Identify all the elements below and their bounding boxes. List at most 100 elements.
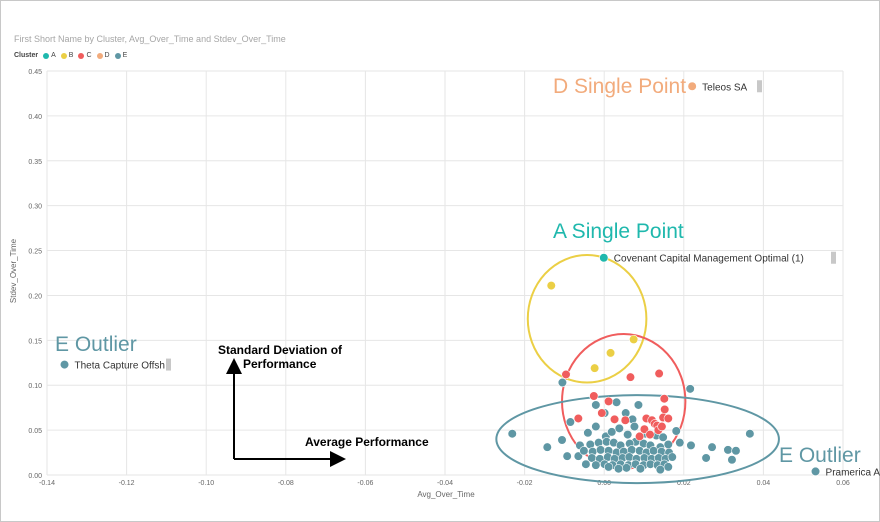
data-point-e[interactable] [629,421,640,432]
data-point-e[interactable] [707,442,717,452]
data-point-c[interactable] [620,415,630,425]
data-point-e[interactable] [557,377,568,388]
data-point-b[interactable] [590,363,600,373]
data-point-e[interactable] [663,462,673,472]
data-point-c[interactable] [654,368,664,379]
data-point-e[interactable] [611,397,622,407]
data-point-c[interactable] [645,430,655,440]
legend-label: E [122,52,128,59]
data-point-e[interactable] [655,465,665,475]
data-point-c[interactable] [635,431,645,441]
point-label: Pramerica Alpha [826,467,880,478]
legend-item-e[interactable]: E [114,52,128,59]
data-point-e[interactable] [591,421,601,432]
data-point-e[interactable] [745,429,755,439]
label-marker-box [757,80,762,93]
data-point-c[interactable] [663,413,673,424]
data-point-e[interactable] [727,455,737,465]
data-point-e[interactable] [658,432,668,442]
data-point-b[interactable] [546,280,556,291]
data-point-e[interactable] [671,426,681,436]
data-point-e[interactable] [667,452,677,462]
data-point-e[interactable] [701,453,711,463]
data-point-e[interactable] [675,438,685,448]
data-point-e[interactable] [579,446,589,456]
data-point-b[interactable] [605,348,616,358]
data-point-e[interactable] [648,446,659,456]
data-point-e[interactable] [573,451,583,461]
legend-dot-icon [60,52,67,59]
data-point-c[interactable] [573,413,583,424]
point-labels: Teleos SA Covenant Capital Management Opt… [75,80,880,478]
data-points [59,81,821,477]
legend-label: D [104,52,110,59]
x-tick-label: -0.10 [198,480,214,487]
data-point-e[interactable] [507,429,517,439]
data-point-c[interactable] [639,424,649,434]
y-arrow-label-line-2: Performance [243,357,317,371]
data-point-e[interactable] [613,464,624,474]
y-tick-label: 0.05 [28,428,42,435]
data-point-c[interactable] [659,394,669,404]
data-point-e[interactable] [603,462,614,472]
cluster-ellipse-e [495,394,780,485]
data-point-a[interactable] [599,253,609,263]
data-point-e[interactable] [59,359,70,370]
legend-item-c[interactable]: C [78,52,92,59]
y-tick-label: 0.10 [28,383,42,390]
chart-title: First Short Name by Cluster, Avg_Over_Ti… [14,34,286,44]
legend-item-d[interactable]: D [96,52,110,59]
data-point-e[interactable] [562,451,572,461]
x-tick-label: -0.04 [437,480,453,487]
point-label: Teleos SA [702,82,747,93]
x-tick-label: 0.00 [597,480,611,487]
data-point-c[interactable] [625,372,636,382]
legend-label: B [68,52,74,59]
label-marker-box [831,251,836,264]
data-point-c[interactable] [660,404,670,415]
data-point-e[interactable] [723,445,733,455]
data-point-c[interactable] [657,421,667,432]
x-axis-label: Avg_Over_Time [417,490,475,499]
data-point-c[interactable] [597,408,607,418]
data-point-e[interactable] [565,417,575,427]
data-point-e[interactable] [596,445,606,455]
legend-item-a[interactable]: A [43,52,56,59]
data-point-e[interactable] [685,384,695,394]
data-point-c[interactable] [589,391,599,401]
data-point-c[interactable] [561,369,571,380]
data-point-e[interactable] [607,427,617,437]
data-point-b[interactable] [629,334,639,345]
data-point-e[interactable] [557,435,567,445]
legend: Cluster A B C D E [14,52,129,59]
data-point-d[interactable] [687,81,697,91]
legend-item-b[interactable]: B [60,52,74,59]
x-arrow-label: Average Performance [305,435,429,449]
y-tick-label: 0.45 [28,69,42,76]
y-tick-label: 0.25 [28,249,42,256]
grid-lines [46,70,844,476]
legend-label: A [51,52,56,59]
data-point-c[interactable] [603,396,614,406]
data-point-e[interactable] [621,463,632,473]
x-tick-label: 0.06 [836,480,850,487]
data-point-e[interactable] [731,446,741,456]
data-point-e[interactable] [583,428,593,438]
legend-title: Cluster [14,52,39,59]
data-point-e[interactable] [591,400,601,410]
legend-dot-icon [43,52,50,59]
data-point-c[interactable] [609,414,620,424]
data-point-e[interactable] [635,464,646,474]
axis-tick-labels: -0.14 -0.12 -0.10 -0.08 -0.06 -0.04 -0.02 0.00 0… [28,69,850,487]
data-point-e[interactable] [623,430,633,440]
data-point-e[interactable] [686,440,696,450]
data-point-e[interactable] [663,439,673,450]
data-point-e[interactable] [542,442,552,452]
data-point-e[interactable] [581,459,591,469]
y-tick-label: 0.20 [28,293,42,300]
data-point-e[interactable] [810,466,821,477]
data-point-e[interactable] [633,400,644,410]
data-point-e[interactable] [614,423,624,433]
data-point-e[interactable] [591,460,601,470]
